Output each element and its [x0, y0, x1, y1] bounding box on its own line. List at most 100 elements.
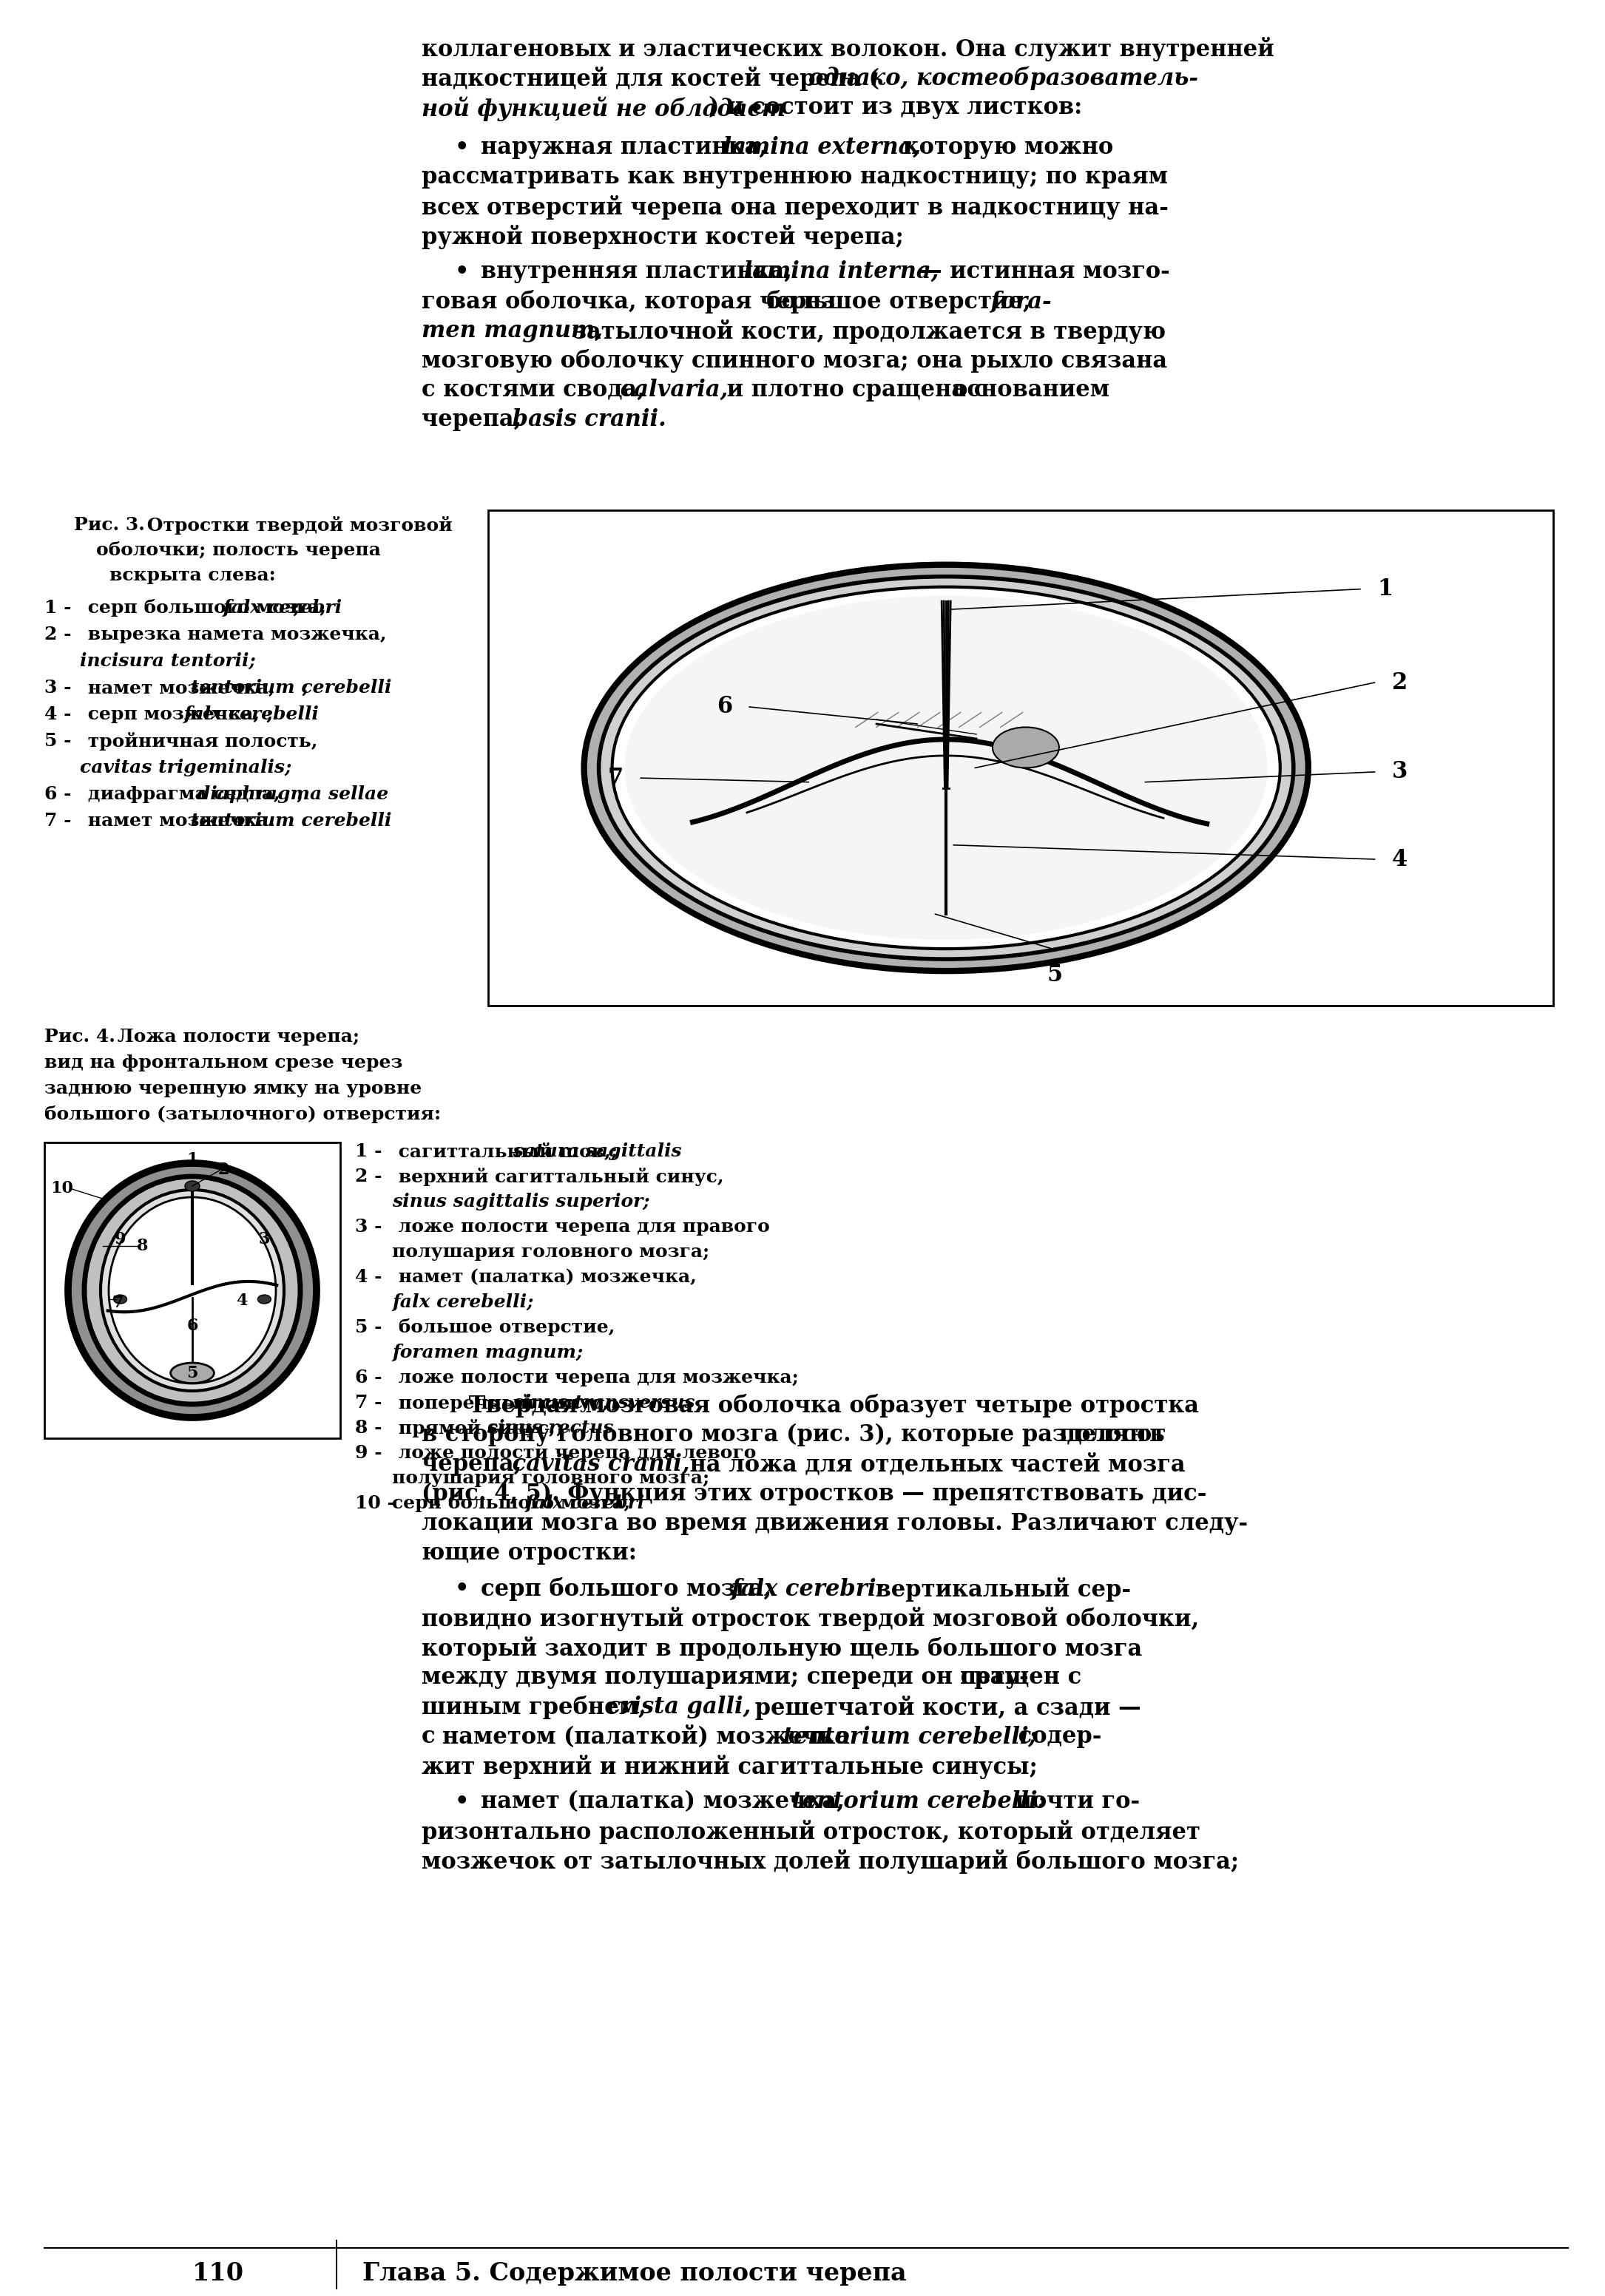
Text: crista galli,: crista galli, — [599, 1694, 751, 1717]
Ellipse shape — [258, 1295, 271, 1304]
Text: ;: ; — [295, 785, 303, 804]
Text: с: с — [422, 1724, 443, 1747]
Bar — [488, 510, 1554, 1006]
Text: falx cerebri: falx cerebri — [217, 599, 342, 618]
Text: 5 -: 5 - — [45, 732, 71, 751]
Ellipse shape — [624, 595, 1268, 939]
Text: 8 -: 8 - — [355, 1419, 382, 1437]
Text: вырезка намета мозжечка,: вырезка намета мозжечка, — [82, 625, 387, 643]
Text: men magnum,: men magnum, — [422, 319, 603, 342]
Text: большое отверстие,: большое отверстие, — [766, 289, 1030, 315]
Text: Ложа полости черепа;: Ложа полости черепа; — [111, 1029, 360, 1045]
Text: говая оболочка, которая через: говая оболочка, которая через — [422, 289, 843, 315]
Text: ложе полости черепа для мозжечка;: ложе полости черепа для мозжечка; — [392, 1368, 799, 1387]
Text: fora-: fora- — [982, 289, 1051, 312]
Text: •: • — [454, 259, 469, 282]
Ellipse shape — [116, 1205, 268, 1375]
Text: шиным гребнем,: шиным гребнем, — [422, 1694, 647, 1720]
Text: черепа,: черепа, — [422, 409, 522, 432]
Text: 5: 5 — [186, 1364, 197, 1382]
Text: повидно изогнутый отросток твердой мозговой оболочки,: повидно изогнутый отросток твердой мозго… — [422, 1607, 1199, 1630]
Text: с костями свода,: с костями свода, — [422, 379, 645, 402]
Text: вертикальный сер-: вертикальный сер- — [868, 1577, 1132, 1603]
Text: 4: 4 — [236, 1293, 247, 1309]
Ellipse shape — [185, 1180, 199, 1192]
Text: lamina externa,: lamina externa, — [716, 135, 921, 158]
Text: намет (палатка) мозжечка,: намет (палатка) мозжечка, — [392, 1267, 697, 1286]
Text: 5: 5 — [1046, 964, 1063, 987]
Text: 7 -: 7 - — [45, 813, 71, 829]
Text: мозговую оболочку спинного мозга; она рыхло связана: мозговую оболочку спинного мозга; она ры… — [422, 349, 1167, 372]
Ellipse shape — [109, 1196, 276, 1384]
Text: большого (затылочного) отверстия:: большого (затылочного) отверстия: — [45, 1104, 441, 1123]
Text: 1 -: 1 - — [355, 1143, 382, 1159]
Text: оболочки; полость черепа: оболочки; полость черепа — [96, 542, 380, 558]
Text: ;: ; — [610, 1394, 616, 1412]
Text: решетчатой кости, а сзади —: решетчатой кости, а сзади — — [746, 1694, 1141, 1720]
Text: внутренняя пластинка,: внутренняя пластинка, — [482, 259, 791, 282]
Text: 5 -: 5 - — [355, 1318, 382, 1336]
Text: tentorium cerebelli: tentorium cerebelli — [185, 680, 392, 696]
Text: satura sagittalis: satura sagittalis — [507, 1143, 682, 1159]
Text: прямой синус,: прямой синус, — [392, 1419, 555, 1437]
Text: полушария головного мозга;: полушария головного мозга; — [392, 1469, 709, 1488]
Ellipse shape — [101, 1189, 284, 1391]
Text: falx cerebri:: falx cerebri: — [724, 1577, 884, 1600]
Ellipse shape — [992, 728, 1059, 767]
Text: cavitas cranii,: cavitas cranii, — [504, 1453, 690, 1476]
Text: намет мозжечка.: намет мозжечка. — [82, 813, 274, 829]
Text: 4 -: 4 - — [45, 705, 71, 723]
Text: Рис. 4.: Рис. 4. — [45, 1029, 116, 1045]
Text: 3: 3 — [1392, 760, 1408, 783]
Text: — истинная мозго-: — истинная мозго- — [920, 259, 1170, 282]
Ellipse shape — [67, 1164, 316, 1417]
Ellipse shape — [612, 588, 1281, 948]
Text: 3 -: 3 - — [355, 1217, 382, 1235]
Text: 1: 1 — [1377, 579, 1393, 602]
Text: •: • — [454, 135, 469, 158]
Text: 110: 110 — [193, 2262, 244, 2285]
Text: верхний сагиттальный синус,: верхний сагиттальный синус, — [392, 1169, 724, 1187]
Text: ложе полости черепа для левого: ложе полости черепа для левого — [392, 1444, 756, 1463]
Text: черепа,: черепа, — [422, 1453, 522, 1476]
Text: всех отверстий черепа она переходит в надкостницу на-: всех отверстий черепа она переходит в на… — [422, 195, 1168, 220]
Text: ной функцией не обладает: ной функцией не обладает — [422, 96, 785, 122]
Text: намет мозжечка,: намет мозжечка, — [82, 680, 274, 696]
Text: Рис. 3.: Рис. 3. — [74, 517, 144, 535]
Ellipse shape — [85, 1176, 300, 1405]
Text: надкостницей для костей черепа (: надкостницей для костей черепа ( — [422, 67, 880, 92]
Text: коллагеновых и эластических волокон. Она служит внутренней: коллагеновых и эластических волокон. Она… — [422, 37, 1274, 62]
Text: вскрыта слева:: вскрыта слева: — [109, 567, 276, 583]
Text: .: . — [302, 813, 308, 829]
Text: 7: 7 — [112, 1295, 124, 1311]
Text: содер-: содер- — [1010, 1724, 1101, 1747]
Text: полушария головного мозга;: полушария головного мозга; — [392, 1242, 709, 1261]
Text: falx cerebelli;: falx cerebelli; — [392, 1293, 533, 1311]
Text: sinus transversus: sinus transversus — [507, 1394, 695, 1412]
Text: 8: 8 — [136, 1238, 148, 1254]
Ellipse shape — [170, 1364, 213, 1382]
Bar — [45, 1143, 340, 1437]
Text: ;: ; — [610, 1143, 616, 1159]
Text: Глава 5. Содержимое полости черепа: Глава 5. Содержимое полости черепа — [363, 2262, 907, 2285]
Text: однако, костеобразователь-: однако, костеобразователь- — [809, 67, 1199, 90]
Text: •: • — [454, 1791, 469, 1814]
Text: 7: 7 — [608, 767, 623, 790]
Text: серп большого мозга,: серп большого мозга, — [82, 599, 326, 618]
Ellipse shape — [599, 576, 1294, 960]
Text: sinus sagittalis superior;: sinus sagittalis superior; — [392, 1192, 650, 1210]
Text: ;: ; — [292, 599, 299, 618]
Text: falx cerebelli: falx cerebelli — [178, 705, 319, 723]
Text: мозжечок от затылочных долей полушарий большого мозга;: мозжечок от затылочных долей полушарий б… — [422, 1848, 1239, 1874]
Text: calvaria,: calvaria, — [613, 379, 729, 402]
Text: 6: 6 — [186, 1318, 197, 1334]
Text: tentorium cerebelli: tentorium cerebelli — [185, 813, 392, 829]
Text: cavitas trigeminalis;: cavitas trigeminalis; — [80, 758, 292, 776]
Text: 6 -: 6 - — [45, 785, 71, 804]
Text: тройничная полость,: тройничная полость, — [82, 732, 318, 751]
Text: который заходит в продольную щель большого мозга: который заходит в продольную щель большо… — [422, 1637, 1143, 1660]
Text: 2: 2 — [218, 1162, 230, 1178]
Text: заднюю черепную ямку на уровне: заднюю черепную ямку на уровне — [45, 1079, 422, 1097]
Text: которую можно: которую можно — [896, 135, 1114, 158]
Text: серп мозжечка,: серп мозжечка, — [82, 705, 260, 723]
